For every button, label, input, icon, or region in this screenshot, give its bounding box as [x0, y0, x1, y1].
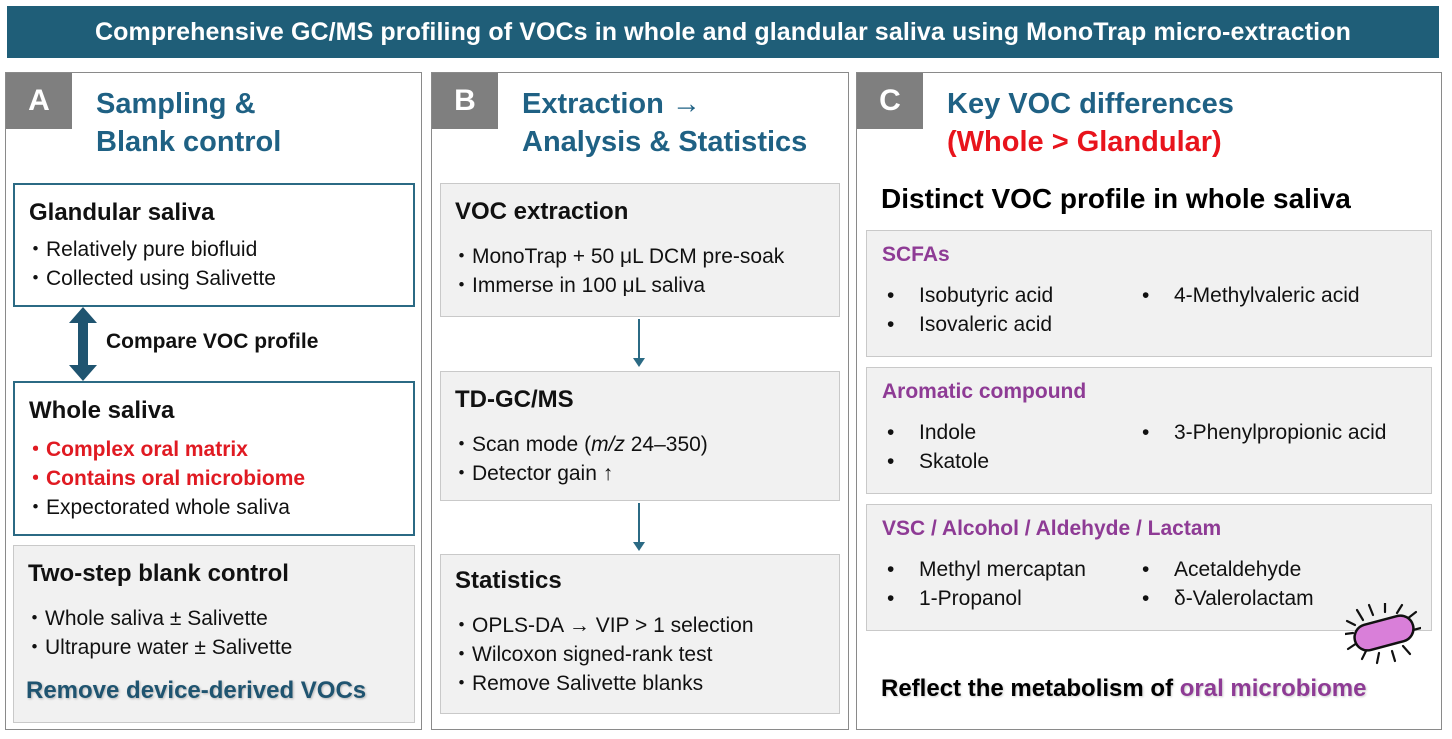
panel-letter-a: A [6, 73, 72, 129]
down-arrow-icon [638, 503, 640, 543]
vsc-right-list: Acetaldehyde δ-Valerolactam [1142, 555, 1314, 613]
panel-extraction: B Extraction → Analysis & Statistics VOC… [431, 72, 849, 730]
list-item: Collected using Salivette [25, 264, 276, 293]
panel-c-title: Key VOC differences (Whole > Glandular) [947, 85, 1234, 161]
list-item: OPLS-DA → VIP > 1 selection [451, 611, 754, 640]
list-item: Contains oral microbiome [25, 464, 305, 493]
panel-c-title-line1: Key VOC differences [947, 88, 1234, 120]
down-arrow-head [633, 358, 645, 367]
blank-control-list: Whole saliva ± Salivette Ultrapure water… [24, 604, 292, 662]
list-item: Scan mode (m/z 24–350) [451, 430, 708, 459]
aromatic-left-list: Indole Skatole [887, 418, 989, 476]
list-item: Detector gain ↑ [451, 459, 708, 488]
double-arrow-icon [69, 307, 97, 381]
reflect-prefix: Reflect the metabolism of [881, 675, 1180, 702]
td-gcms-box: TD-GC/MS Scan mode (m/z 24–350) Detector… [440, 371, 840, 501]
list-item: Whole saliva ± Salivette [24, 604, 292, 633]
list-item: Skatole [887, 447, 989, 476]
panel-b-title: Extraction → Analysis & Statistics [522, 85, 807, 161]
list-item: Remove Salivette blanks [451, 669, 754, 698]
compare-label: Compare VOC profile [106, 330, 319, 353]
category-title: SCFAs [882, 243, 950, 266]
list-item: δ-Valerolactam [1142, 584, 1314, 613]
panel-a-title-line2: Blank control [96, 126, 282, 158]
panel-letter-b: B [432, 73, 498, 129]
list-item: Methyl mercaptan [887, 555, 1086, 584]
vsc-box: VSC / Alcohol / Aldehyde / Lactam Methyl… [866, 504, 1432, 631]
list-item: Complex oral matrix [25, 435, 305, 464]
banner-title: Comprehensive GC/MS profiling of VOCs in… [7, 6, 1439, 58]
blank-control-box: Two-step blank control Whole saliva ± Sa… [13, 545, 415, 723]
list-item: Indole [887, 418, 989, 447]
list-item: 3-Phenylpropionic acid [1142, 418, 1386, 447]
list-item: MonoTrap + 50 μL DCM pre-soak [451, 242, 784, 271]
list-item: Expectorated whole saliva [25, 493, 305, 522]
panel-b-title-line2: Analysis & Statistics [522, 126, 808, 158]
scan-mode-suffix: 24–350) [624, 433, 708, 456]
panel-a-title: Sampling & Blank control [96, 85, 281, 161]
bacterium-icon [1345, 603, 1421, 665]
statistics-box: Statistics OPLS-DA → VIP > 1 selection W… [440, 554, 840, 714]
aromatic-box: Aromatic compound Indole Skatole 3-Pheny… [866, 367, 1432, 494]
reflect-metabolism: Reflect the metabolism of oral microbiom… [881, 675, 1366, 703]
panel-b-title-line1: Extraction → [522, 88, 701, 120]
scfa-box: SCFAs Isobutyric acid Isovaleric acid 4-… [866, 230, 1432, 357]
glandular-saliva-title: Glandular saliva [29, 199, 215, 226]
scan-mode-prefix: Scan mode ( [472, 433, 592, 456]
panel-sampling: A Sampling & Blank control Glandular sal… [5, 72, 422, 730]
whole-saliva-title: Whole saliva [29, 397, 175, 424]
panel-c-title-line2: (Whole > Glandular) [947, 126, 1222, 158]
list-item: Relatively pure biofluid [25, 235, 276, 264]
td-gcms-list: Scan mode (m/z 24–350) Detector gain ↑ [451, 430, 708, 488]
statistics-list: OPLS-DA → VIP > 1 selection Wilcoxon sig… [451, 611, 754, 698]
td-gcms-title: TD-GC/MS [455, 386, 574, 413]
list-item: 4-Methylvaleric acid [1142, 281, 1360, 310]
statistics-title: Statistics [455, 567, 562, 594]
distinct-profile-heading: Distinct VOC profile in whole saliva [881, 183, 1351, 214]
panel-letter-c: C [857, 73, 923, 129]
scan-mode-mz: m/z [591, 433, 625, 456]
list-item: Isobutyric acid [887, 281, 1053, 310]
scfa-left-list: Isobutyric acid Isovaleric acid [887, 281, 1053, 339]
down-arrow-head [633, 542, 645, 551]
aromatic-right-list: 3-Phenylpropionic acid [1142, 418, 1386, 447]
voc-extraction-box: VOC extraction MonoTrap + 50 μL DCM pre-… [440, 183, 840, 317]
list-item: Acetaldehyde [1142, 555, 1314, 584]
voc-extraction-title: VOC extraction [455, 198, 629, 225]
list-item: 1-Propanol [887, 584, 1086, 613]
category-title: VSC / Alcohol / Aldehyde / Lactam [882, 517, 1222, 540]
list-item: Isovaleric acid [887, 310, 1053, 339]
list-item: Immerse in 100 μL saliva [451, 271, 784, 300]
category-title: Aromatic compound [882, 380, 1087, 403]
remove-device-vocs: Remove device-derived VOCs [26, 677, 367, 704]
vsc-left-list: Methyl mercaptan 1-Propanol [887, 555, 1086, 613]
panel-key-differences: C Key VOC differences (Whole > Glandular… [856, 72, 1442, 730]
panel-a-title-line1: Sampling & [96, 88, 256, 120]
whole-saliva-list: Complex oral matrix Contains oral microb… [25, 435, 305, 522]
glandular-saliva-box: Glandular saliva Relatively pure bioflui… [13, 183, 415, 307]
voc-extraction-list: MonoTrap + 50 μL DCM pre-soak Immerse in… [451, 242, 784, 300]
reflect-highlight: oral microbiome [1179, 675, 1367, 702]
glandular-saliva-list: Relatively pure biofluid Collected using… [25, 235, 276, 293]
list-item: Ultrapure water ± Salivette [24, 633, 292, 662]
scfa-right-list: 4-Methylvaleric acid [1142, 281, 1360, 310]
whole-saliva-box: Whole saliva Complex oral matrix Contain… [13, 381, 415, 536]
blank-control-title: Two-step blank control [28, 560, 289, 587]
down-arrow-icon [638, 319, 640, 359]
list-item: Wilcoxon signed-rank test [451, 640, 754, 669]
